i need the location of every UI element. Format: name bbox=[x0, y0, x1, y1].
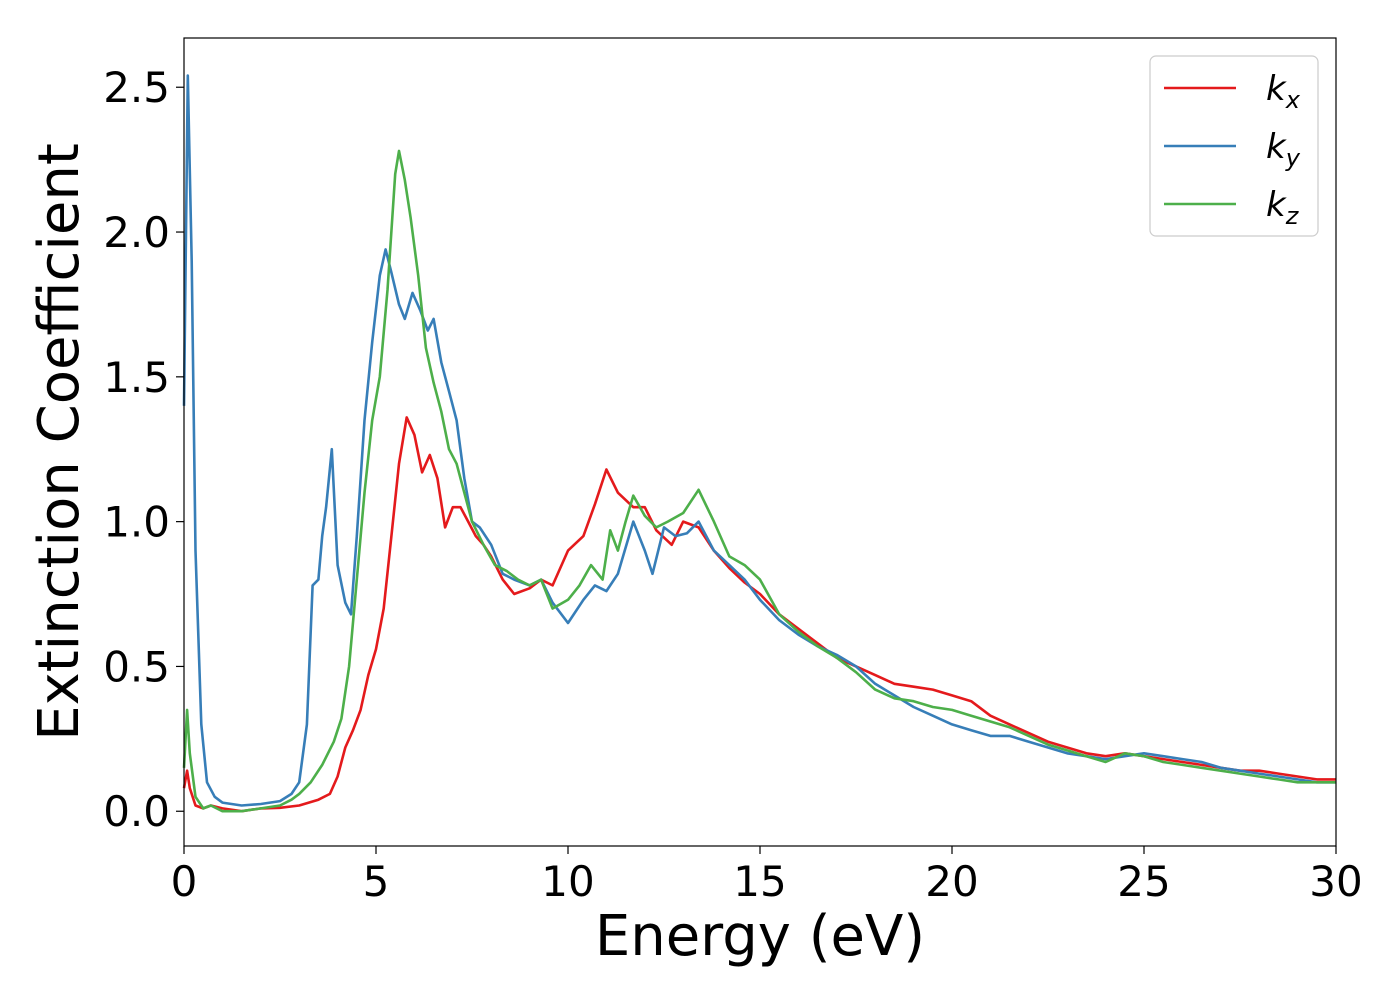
y-tick-label: 2.5 bbox=[103, 63, 170, 112]
y-tick-label: 0.0 bbox=[103, 787, 170, 836]
x-tick-label: 0 bbox=[171, 857, 198, 906]
x-tick-label: 10 bbox=[541, 857, 594, 906]
x-tick-label: 20 bbox=[925, 857, 978, 906]
legend: kx ky kz bbox=[1149, 55, 1319, 237]
x-tick-label: 15 bbox=[733, 857, 786, 906]
y-axis-title: Extinction Coefficient bbox=[27, 143, 92, 741]
series-line-kz bbox=[182, 149, 1336, 813]
x-tick-label: 5 bbox=[363, 857, 390, 906]
legend-label-kx: kx bbox=[1266, 69, 1301, 114]
x-axis-title: Energy (eV) bbox=[595, 904, 925, 969]
legend-label-kz: kz bbox=[1266, 185, 1300, 230]
y-tick-label: 1.0 bbox=[103, 498, 170, 547]
series-line-ky bbox=[182, 74, 1336, 807]
x-tick-label: 25 bbox=[1117, 857, 1170, 906]
series-line-kx bbox=[182, 416, 1336, 813]
y-tick-label: 1.5 bbox=[103, 353, 170, 402]
y-tick-label: 0.5 bbox=[103, 642, 170, 691]
series-layer bbox=[182, 74, 1336, 813]
y-tick-label: 2.0 bbox=[103, 208, 170, 257]
legend-label-ky: ky bbox=[1266, 127, 1301, 172]
ticks-layer: 0 5 10 15 20 25 30 0.0 0.5 1.0 1.5 2.0 2.5 bbox=[103, 63, 1363, 906]
x-tick-label: 30 bbox=[1309, 857, 1362, 906]
